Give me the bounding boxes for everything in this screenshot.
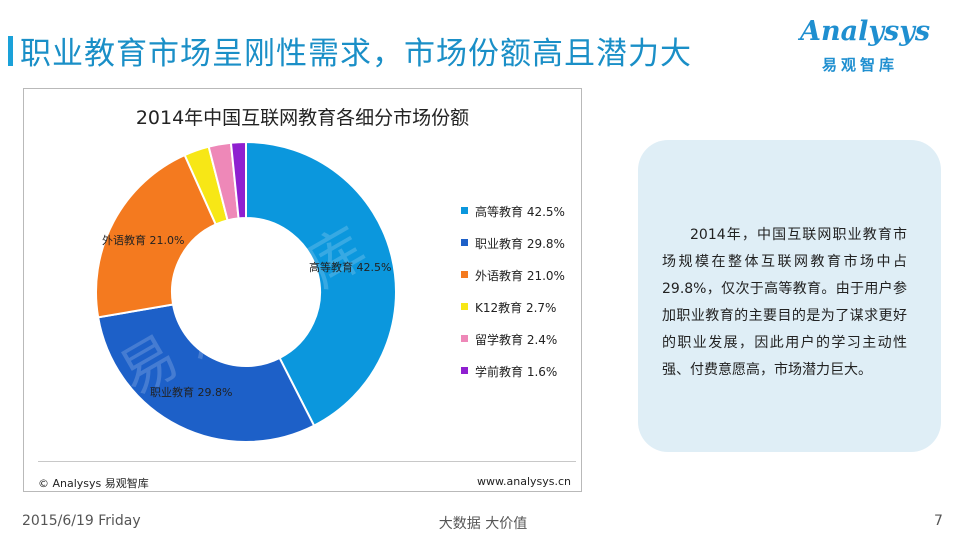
page-title: 职业教育市场呈刚性需求，市场份额高且潜力大: [20, 36, 692, 72]
title-accent-bar: [8, 36, 13, 66]
legend-swatch: [461, 303, 468, 310]
chart-title: 2014年中国互联网教育各细分市场份额: [135, 107, 470, 129]
footer-divider: [38, 461, 576, 462]
legend-swatch: [461, 207, 468, 214]
slice-foreign-language-education: [95, 153, 218, 319]
legend-label: 外语教育 21.0%: [475, 269, 565, 283]
legend-swatch: [461, 367, 468, 374]
slice-vocational-education: [96, 303, 316, 443]
footer-date: 2015/6/19 Friday: [22, 513, 141, 529]
logo-subtext: 易观智库: [822, 56, 899, 74]
footer-slogan: 大数据 大价值: [438, 516, 528, 532]
data-label-vocational-education: 职业教育 29.8%: [150, 385, 232, 399]
legend-swatch: [461, 271, 468, 278]
slice-preschool-education: [229, 140, 247, 220]
legend-label: 职业教育 29.8%: [475, 237, 565, 251]
analysys-logo: Analysys 易观智库: [800, 16, 940, 78]
summary-note-box: 2014年，中国互联网职业教育市场规模在整体互联网教育市场中占29.8%，仅次于…: [638, 140, 941, 452]
legend-label: 留学教育 2.4%: [475, 333, 558, 347]
legend-label: K12教育 2.7%: [475, 301, 557, 315]
chart-source-left: © Analysys 易观智库: [38, 477, 149, 490]
chart-source-right: www.analysys.cn: [477, 475, 571, 488]
summary-note-text: 2014年，中国互联网职业教育市场规模在整体互联网教育市场中占29.8%，仅次于…: [662, 227, 907, 378]
data-label-foreign-language-education: 外语教育 21.0%: [102, 233, 184, 247]
legend-swatch: [461, 335, 468, 342]
page-number: 7: [934, 513, 943, 529]
slice-higher-education: [245, 140, 397, 427]
data-label-higher-education: 高等教育 42.5%: [309, 260, 391, 274]
legend-label: 高等教育 42.5%: [475, 205, 565, 219]
chart-frame: 2014年中国互联网教育各细分市场份额 易观智库 高等教育 42.5% 职业教育 2…: [23, 88, 582, 492]
legend-label: 学前教育 1.6%: [475, 365, 558, 379]
legend-swatch: [461, 239, 468, 246]
logo-text: Analysys: [800, 16, 931, 47]
